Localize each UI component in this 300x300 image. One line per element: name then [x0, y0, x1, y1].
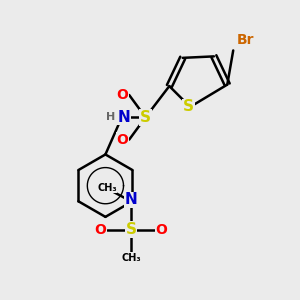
- Text: S: S: [183, 99, 194, 114]
- Text: O: O: [95, 223, 106, 236]
- Text: O: O: [117, 88, 129, 102]
- Text: O: O: [155, 223, 167, 236]
- Text: N: N: [118, 110, 130, 124]
- Text: Br: Br: [236, 33, 254, 47]
- Text: CH₃: CH₃: [98, 183, 117, 193]
- Text: O: O: [117, 133, 129, 147]
- Text: S: S: [140, 110, 151, 125]
- Text: H: H: [106, 112, 115, 122]
- Text: S: S: [125, 222, 136, 237]
- Text: CH₃: CH₃: [121, 253, 141, 263]
- Text: N: N: [124, 192, 137, 207]
